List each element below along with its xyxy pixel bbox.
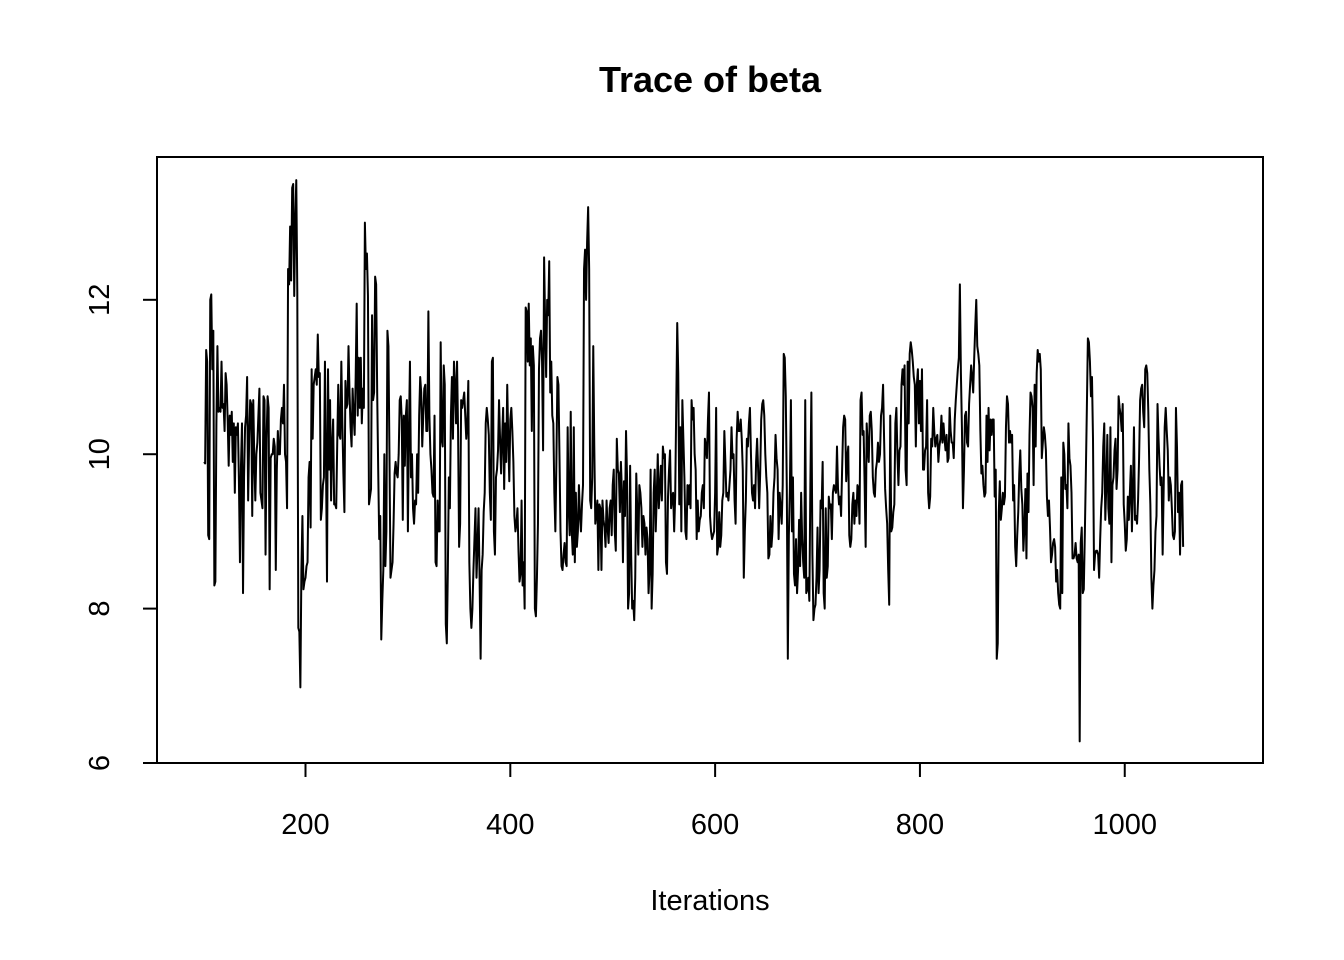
plot-lines <box>203 179 1185 743</box>
x-tick-label: 600 <box>691 809 739 841</box>
chart-title: Trace of beta <box>599 59 822 100</box>
y-tick-label: 10 <box>84 438 116 470</box>
x-axis: 200 400 600 800 1000 <box>281 762 1157 841</box>
x-axis-label: Iterations <box>650 885 769 917</box>
y-tick-label: 12 <box>84 284 116 316</box>
x-tick-label: 800 <box>896 809 944 841</box>
y-tick-label: 8 <box>84 601 116 617</box>
y-tick-label: 6 <box>84 755 116 771</box>
x-tick-label: 400 <box>486 809 534 841</box>
y-axis: 6 8 10 12 <box>84 284 158 771</box>
series-line-0 <box>203 179 1185 743</box>
x-tick-label: 200 <box>281 809 329 841</box>
x-tick-label: 1000 <box>1092 809 1157 841</box>
